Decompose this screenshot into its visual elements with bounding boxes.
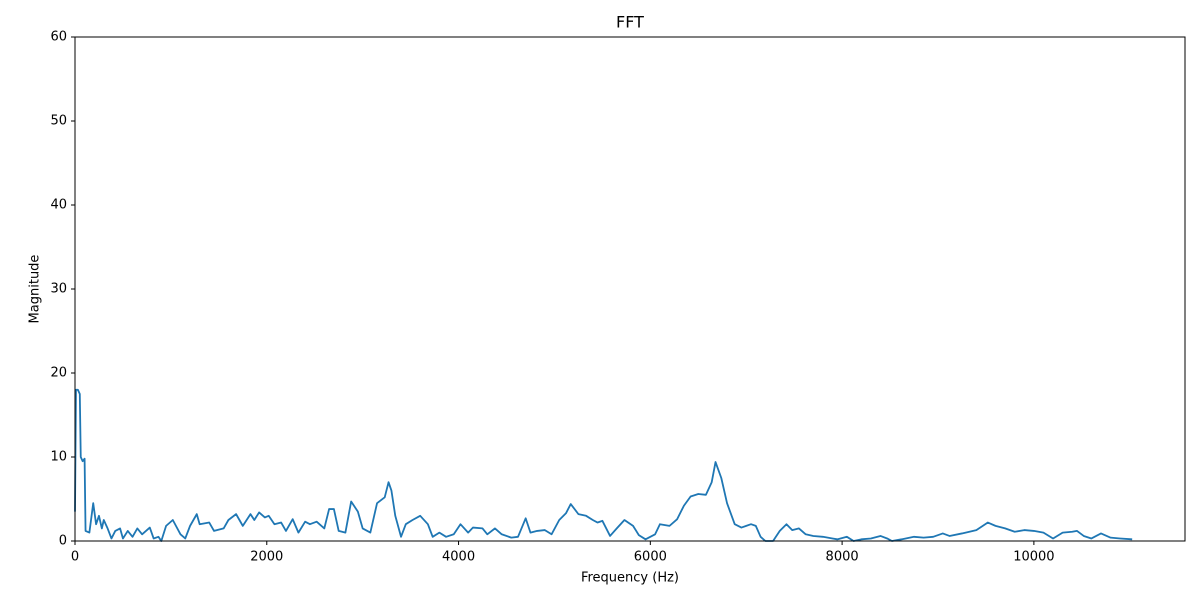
y-tick-label: 50 bbox=[50, 114, 67, 129]
y-tick-label: 30 bbox=[50, 282, 67, 297]
x-axis-label: Frequency (Hz) bbox=[581, 571, 679, 586]
axes-frame bbox=[74, 36, 1186, 542]
x-tick-label: 4000 bbox=[442, 550, 475, 565]
x-tick-label: 10000 bbox=[1013, 550, 1054, 565]
chart-title: FFT bbox=[616, 13, 644, 32]
y-tick-label: 10 bbox=[50, 450, 67, 465]
y-tick-label: 40 bbox=[50, 198, 67, 213]
y-tick-label: 20 bbox=[50, 366, 67, 381]
x-tick-label: 6000 bbox=[634, 550, 667, 565]
line-series bbox=[74, 388, 1133, 542]
x-tick-label: 8000 bbox=[826, 550, 859, 565]
x-tick-label: 2000 bbox=[250, 550, 283, 565]
y-tick-label: 60 bbox=[50, 30, 67, 45]
y-tick-label: 0 bbox=[59, 534, 67, 549]
plot-area: 0 10 20 30 40 50 60 0 2000 4000 6000 8000 10000 bbox=[50, 30, 1133, 565]
y-axis-label: Magnitude bbox=[28, 255, 43, 324]
x-tick-label: 0 bbox=[71, 550, 79, 565]
